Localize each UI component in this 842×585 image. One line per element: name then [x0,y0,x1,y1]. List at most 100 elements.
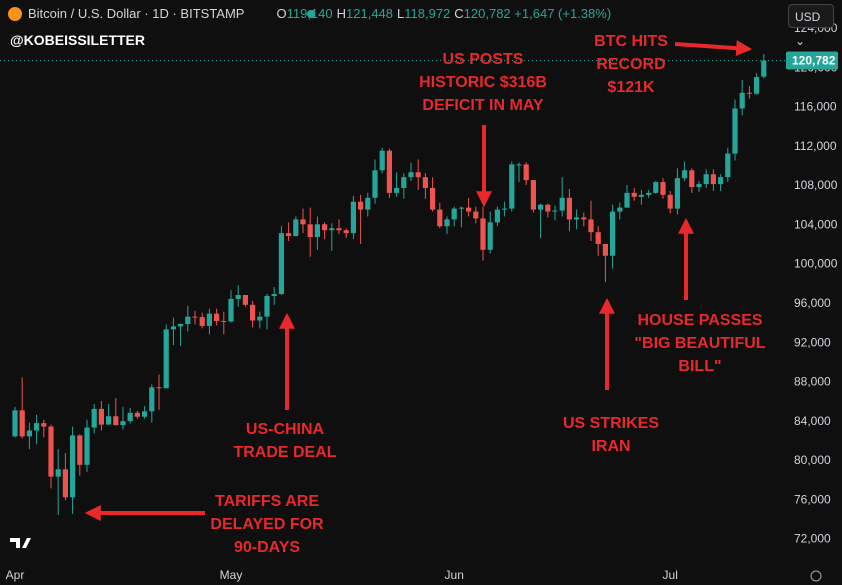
candle-body [300,219,306,225]
candle-body [336,228,342,231]
candle-body [163,329,169,389]
annotation: BTC HITS RECORD $121K [594,30,668,99]
candle-body [682,170,688,179]
candle-body [192,316,198,318]
candle-body [26,430,32,437]
candle-body [660,182,666,195]
ohlc-key: H [336,6,347,21]
annotation-line: US STRIKES [562,415,660,432]
candle-body [401,177,407,188]
y-tick-label: 96,000 [794,296,831,310]
candle-body [98,408,104,425]
annotation-line: TRADE DEAL [233,444,337,461]
y-tick-label: 76,000 [794,492,831,506]
candle-body [48,426,54,477]
candle-body [473,211,479,219]
candle-body [206,313,212,326]
candle-body [408,172,414,178]
candle-body [84,427,90,465]
y-tick-label: 108,000 [794,178,838,192]
candle-body [581,217,587,220]
symbol-header: Bitcoin / U.S. Dollar · 1D · BITSTAMP O11… [28,6,611,21]
arrow [674,40,753,57]
candle-body [487,222,493,250]
candle-body [617,207,623,212]
currency-select[interactable]: USD ⌄ [788,4,834,48]
y-tick-label: 88,000 [794,375,831,389]
tv-logo [10,538,31,548]
annotation-line: US-CHINA [245,421,325,438]
candle-body [242,295,248,305]
candle-body [480,218,486,250]
candle-body [466,207,472,212]
y-tick-label: 112,000 [794,139,837,153]
candle-body [142,411,148,417]
y-tick-label: 72,000 [794,532,831,546]
candle-body [588,219,594,233]
candle-body [365,197,371,210]
candle-body [127,412,133,422]
candle-body [710,174,716,185]
candle-body [106,416,112,425]
candle-body [70,435,76,498]
candle-body [667,194,673,209]
status-dot [307,10,315,18]
candle-body [602,243,608,256]
annotation-line: DEFICIT IN MAY [422,97,544,114]
annotation-line: DELAYED FOR [210,516,324,533]
x-tick-label: Apr [6,568,25,582]
candle-body [422,177,428,188]
last-price-box [786,51,838,70]
candle-body [638,194,644,197]
last-price-label: 120,782 [792,54,836,68]
candle-body [444,219,450,227]
candle-body [653,182,659,193]
candle-body [358,201,364,210]
candle-body [221,321,227,323]
candle-body [451,208,457,220]
candle-body [430,187,436,210]
candle-body [394,187,400,193]
candle-body [494,209,500,223]
candle-body [41,423,47,427]
candle-body [610,211,616,256]
candle-body [329,228,335,231]
candle-body [113,416,119,426]
annotation-line: TARIFFS ARE [214,493,319,510]
candle-body [314,224,320,238]
candle-body [415,172,421,178]
ohlc-value: 119,140 [286,6,333,21]
candle-body [178,323,184,327]
candle-body [170,326,176,330]
symbol-title: Bitcoin / U.S. Dollar · 1D · BITSTAMP [28,6,245,21]
annotation-line: BILL" [678,358,722,375]
candle-body [278,233,284,295]
annotation: US STRIKES IRAN [563,412,659,458]
ohlc-value: 121,448 [346,6,394,21]
candle-body [214,313,220,322]
candle-body [34,423,40,431]
ohlc-value: 118,972 [404,6,451,21]
change: +1,647 (+1.38%) [514,6,612,21]
candle-body [12,410,18,437]
candle-body [156,387,162,389]
candle-body [235,295,241,299]
settings-icon[interactable] [810,570,822,582]
annotation-line: HISTORIC $316B [419,74,547,91]
candle-body [646,192,652,195]
candle-body [343,230,349,234]
btc-icon [8,7,22,21]
y-tick-label: 92,000 [794,335,831,349]
y-tick-label: 116,000 [794,100,837,114]
candle-body [509,164,515,209]
annotation-line: "BIG BEAUTIFUL [634,335,766,352]
x-tick-label: Jun [445,568,464,582]
candle-body [350,201,356,234]
candle-body [566,197,572,220]
ohlc-value: 120,782 [463,6,511,21]
candle-body [271,294,277,296]
candle-body [631,192,637,197]
candle-body [523,164,529,181]
candle-body [545,204,551,212]
